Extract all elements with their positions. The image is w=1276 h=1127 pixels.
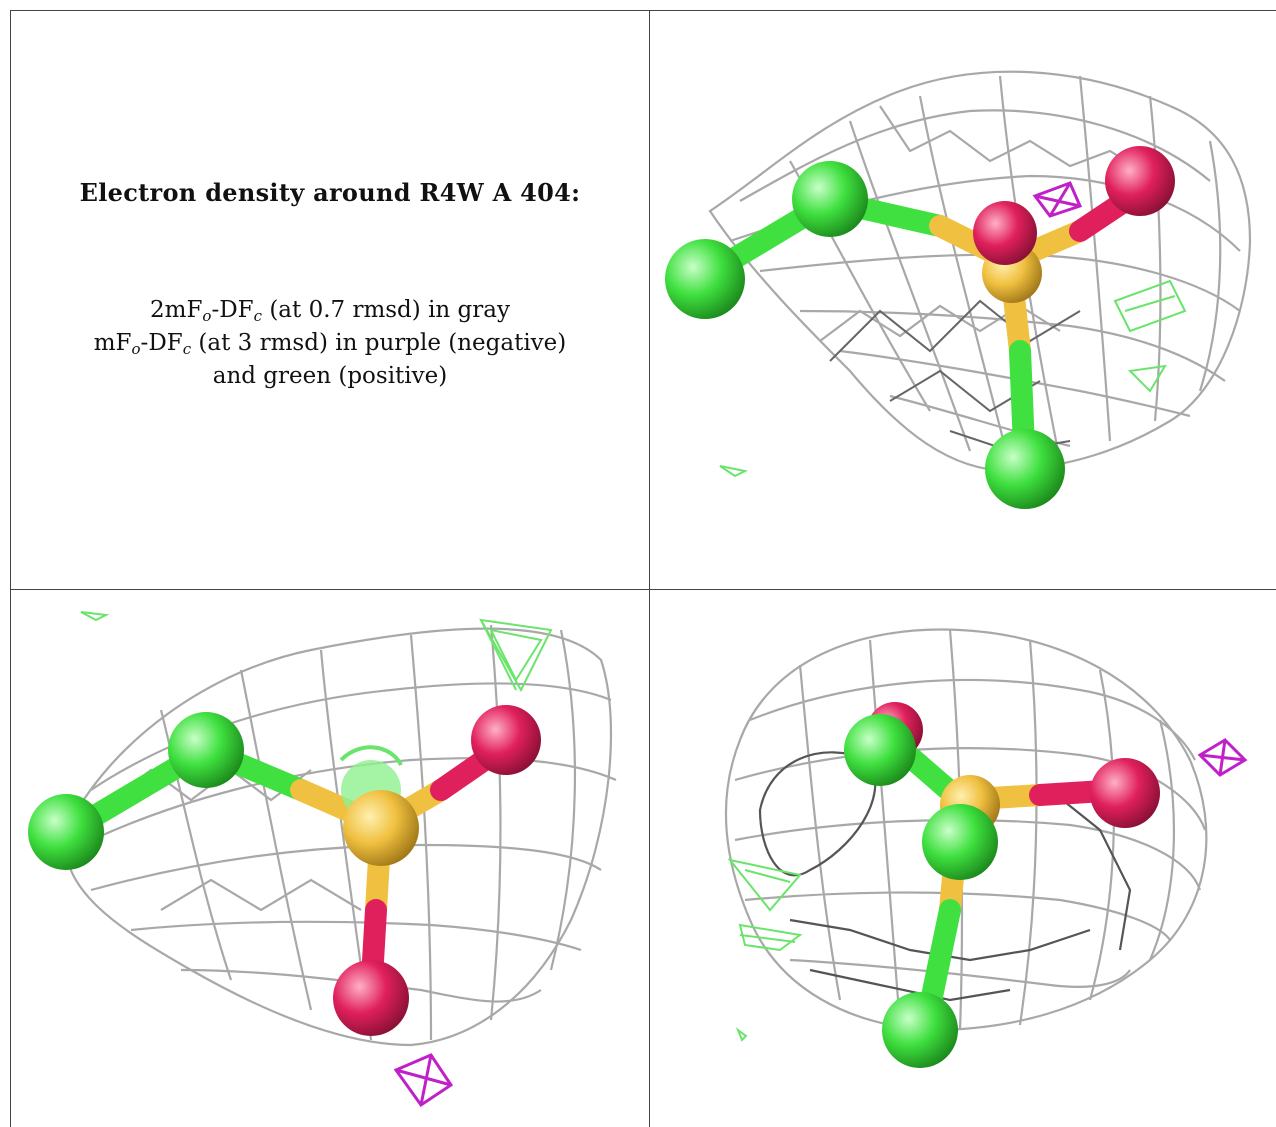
atom-green — [168, 712, 244, 788]
density-view-3 — [650, 590, 1276, 1127]
border-middle — [10, 589, 1276, 590]
negative-density-purple — [393, 1053, 454, 1108]
molecule-atoms — [665, 146, 1175, 509]
positive-density-green — [80, 611, 553, 767]
legend-line-3: and green (positive) — [212, 363, 448, 389]
border-left — [10, 10, 11, 1127]
border-center — [649, 10, 650, 1127]
molecule-bonds — [694, 180, 1151, 482]
legend-text: 2mFo-DFc (at 0.7 rmsd) in gray mFo-DFc (… — [10, 294, 649, 393]
atom-green — [844, 714, 916, 786]
atom-green — [922, 804, 998, 880]
legend-line-2: mFo-DFc (at 3 rmsd) in purple (negative) — [93, 330, 567, 358]
figure-title: Electron density around R4W A 404: — [79, 178, 581, 207]
atom-pink — [1105, 146, 1175, 216]
atom-pink — [973, 201, 1037, 265]
negative-density-purple — [1032, 181, 1083, 218]
atom-green — [882, 992, 958, 1068]
atom-green — [28, 794, 104, 870]
molecule-atoms — [844, 702, 1160, 1068]
border-top — [10, 10, 1276, 11]
atom-pink — [1090, 758, 1160, 828]
atom-green — [665, 239, 745, 319]
density-view-2 — [11, 590, 649, 1127]
negative-density-purple — [1197, 738, 1248, 777]
caption-cell: Electron density around R4W A 404: 2mFo-… — [10, 10, 649, 589]
density-view-1 — [650, 11, 1276, 589]
positive-density-green — [727, 858, 803, 1042]
positive-density-green — [719, 279, 1187, 478]
atom-pink — [333, 960, 409, 1036]
atom-yellow — [343, 790, 419, 866]
density-mesh-gray — [724, 628, 1208, 1032]
molecule-bonds — [60, 734, 517, 1006]
molecule-atoms — [28, 705, 541, 1036]
density-mesh-gray — [708, 70, 1252, 473]
legend-line-1: 2mFo-DFc (at 0.7 rmsd) in gray — [150, 297, 510, 325]
atom-pink — [471, 705, 541, 775]
atom-green — [985, 429, 1065, 509]
atom-green — [792, 161, 868, 237]
